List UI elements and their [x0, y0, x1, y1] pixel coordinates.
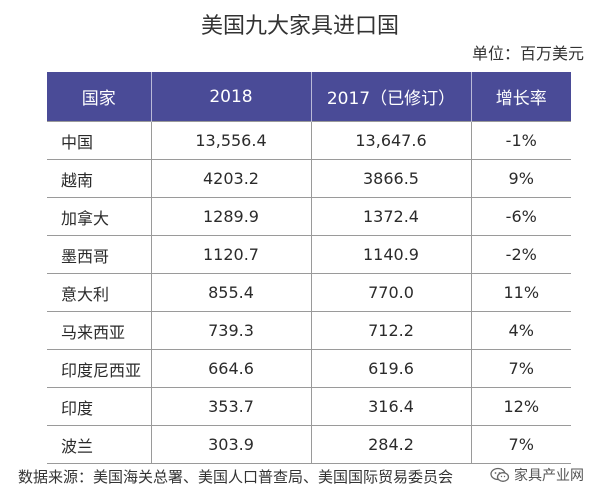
cell-growth: 7% [471, 349, 571, 388]
table-row: 印度 353.7 316.4 12% [47, 387, 571, 426]
cell-2017: 284.2 [311, 425, 472, 464]
cell-2018: 1289.9 [151, 197, 312, 236]
page-title: 美国九大家具进口国 [200, 14, 399, 39]
cell-country: 印度 [47, 387, 152, 426]
table-header-row: 国家 2018 2017（已修订） 增长率 [47, 72, 571, 122]
table-row: 意大利 855.4 770.0 11% [47, 273, 571, 312]
cell-2018: 1120.7 [151, 235, 312, 274]
cell-2017: 316.4 [311, 387, 472, 426]
watermark: 家具产业网 [490, 465, 584, 485]
table-row: 印度尼西亚 664.6 619.6 7% [47, 349, 571, 388]
cell-2017: 712.2 [311, 311, 472, 350]
source-note: 数据来源：美国海关总署、美国人口普查局、美国国际贸易委员会 [18, 468, 454, 486]
cell-2017: 1372.4 [311, 197, 472, 236]
wechat-icon [490, 467, 510, 483]
watermark-text: 家具产业网 [514, 468, 584, 484]
cell-growth: 4% [471, 311, 571, 350]
table-row: 马来西亚 739.3 712.2 4% [47, 311, 571, 350]
header-2018: 2018 [151, 72, 312, 122]
cell-country: 印度尼西亚 [47, 349, 152, 388]
cell-2018: 4203.2 [151, 159, 312, 198]
header-2017: 2017（已修订） [311, 72, 472, 122]
table-row: 加拿大 1289.9 1372.4 -6% [47, 197, 571, 236]
header-country: 国家 [47, 72, 152, 122]
cell-growth: 11% [471, 273, 571, 312]
cell-growth: 12% [471, 387, 571, 426]
cell-2018: 353.7 [151, 387, 312, 426]
table-row: 越南 4203.2 3866.5 9% [47, 159, 571, 198]
cell-growth: -1% [471, 121, 571, 160]
cell-country: 意大利 [47, 273, 152, 312]
cell-growth: 7% [471, 425, 571, 464]
cell-growth: -6% [471, 197, 571, 236]
cell-2017: 13,647.6 [311, 121, 472, 160]
cell-growth: 9% [471, 159, 571, 198]
table-row: 中国 13,556.4 13,647.6 -1% [47, 121, 571, 160]
cell-2018: 303.9 [151, 425, 312, 464]
table-row: 波兰 303.9 284.2 7% [47, 425, 571, 464]
table-row: 墨西哥 1120.7 1140.9 -2% [47, 235, 571, 274]
cell-country: 中国 [47, 121, 152, 160]
cell-2018: 664.6 [151, 349, 312, 388]
cell-country: 波兰 [47, 425, 152, 464]
cell-2017: 3866.5 [311, 159, 472, 198]
header-growth: 增长率 [471, 72, 571, 122]
cell-2017: 1140.9 [311, 235, 472, 274]
unit-label: 单位：百万美元 [471, 44, 584, 63]
cell-growth: -2% [471, 235, 571, 274]
cell-2018: 13,556.4 [151, 121, 312, 160]
data-table: 国家 2018 2017（已修订） 增长率 中国 13,556.4 13,647… [47, 72, 571, 464]
cell-country: 加拿大 [47, 197, 152, 236]
cell-2018: 739.3 [151, 311, 312, 350]
cell-2018: 855.4 [151, 273, 312, 312]
cell-2017: 770.0 [311, 273, 472, 312]
cell-2017: 619.6 [311, 349, 472, 388]
cell-country: 越南 [47, 159, 152, 198]
cell-country: 马来西亚 [47, 311, 152, 350]
cell-country: 墨西哥 [47, 235, 152, 274]
